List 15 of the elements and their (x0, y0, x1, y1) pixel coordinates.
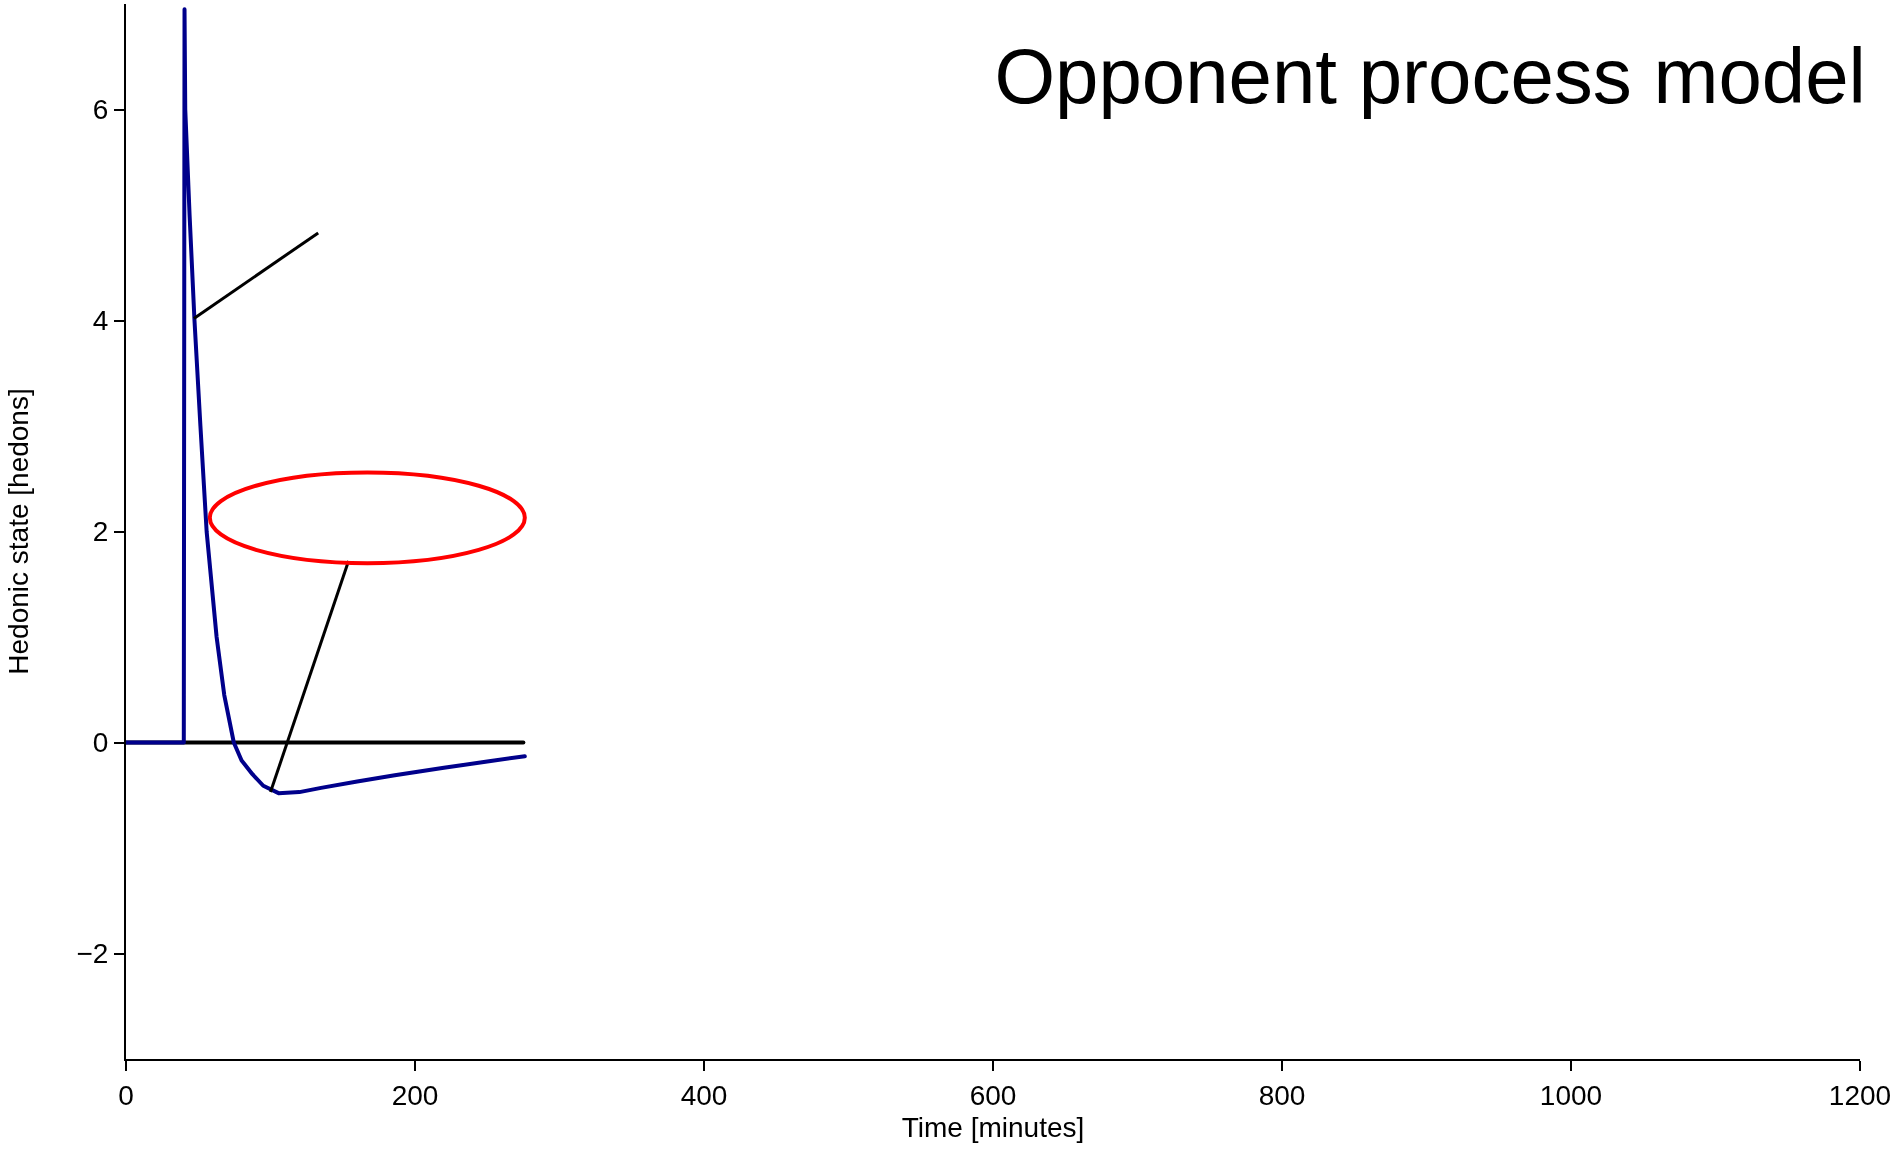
x-tick-label: 1000 (1539, 1079, 1603, 1111)
y-tick-label: 6 (92, 94, 109, 126)
x-tick-label: 400 (680, 1079, 728, 1111)
y-tick-label: 2 (92, 516, 109, 548)
y-tick-label: 4 (92, 305, 109, 337)
x-tick-label: 0 (118, 1079, 134, 1111)
x-tick-label: 200 (391, 1079, 439, 1111)
y-tick-label: 0 (92, 727, 109, 759)
x-tick-label: 1200 (1828, 1079, 1892, 1111)
x-axis-title: Time [minutes] (901, 1112, 1085, 1144)
x-tick-label: 600 (969, 1079, 1017, 1111)
x-tick-label: 800 (1258, 1079, 1306, 1111)
y-axis-title: Hedonic state [hedons] (2, 388, 34, 675)
chart-title: Opponent process model (994, 31, 1866, 120)
y-tick-label: −2 (76, 938, 109, 970)
